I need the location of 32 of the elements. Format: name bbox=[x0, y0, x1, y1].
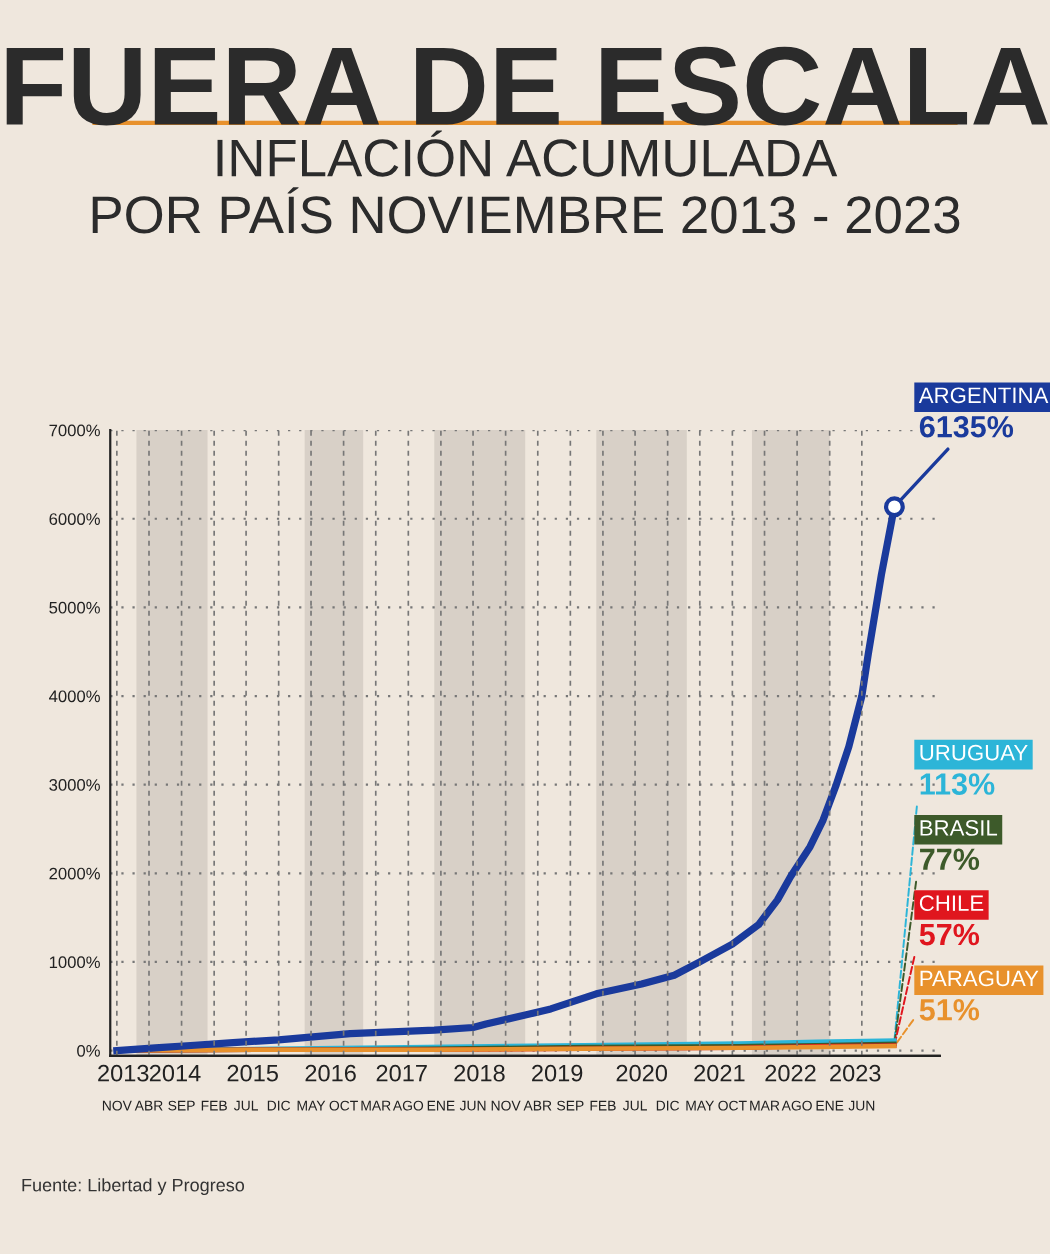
y-tick-label: 0% bbox=[77, 1044, 100, 1057]
y-tick-label: 5000% bbox=[49, 601, 100, 614]
annotation: 57% bbox=[919, 923, 980, 946]
x-tick-label: 2019 bbox=[532, 1064, 583, 1082]
chart-subtitle: INFLACIÓN ACUMULADA POR PAÍS NOVIEMBRE 2013 - 2023 bbox=[92, 130, 960, 234]
x-tick-label: 2018 bbox=[454, 1064, 505, 1082]
text: PARAGUAY bbox=[920, 970, 1039, 987]
y-tick-label: 2000% bbox=[49, 867, 100, 880]
text: BRASIL bbox=[920, 820, 998, 836]
y-tick-label: 4000% bbox=[49, 690, 100, 703]
chart-title: FUERA DE ESCALA bbox=[6, 46, 1048, 126]
text: CHILE bbox=[919, 895, 984, 912]
annotation: 6135% bbox=[919, 415, 1014, 438]
x-tick-label: 2023 bbox=[830, 1064, 881, 1082]
annotation: 51% bbox=[919, 999, 980, 1021]
y-tick-label: 1000% bbox=[49, 956, 100, 969]
y-tick-label: 6000% bbox=[49, 513, 100, 525]
x-tick-label: 2022 bbox=[765, 1064, 816, 1082]
annotation: 113% bbox=[920, 773, 995, 795]
x-tick-label: 2014 bbox=[149, 1064, 201, 1082]
annotation: 77% bbox=[920, 848, 980, 871]
y-tick-label: 7000% bbox=[49, 424, 100, 437]
y-tick-label: 3000% bbox=[49, 779, 100, 791]
x-tick-label: 2013 bbox=[98, 1064, 149, 1082]
x-tick-label: 2016 bbox=[305, 1064, 356, 1082]
text: ARGENTINA bbox=[918, 387, 1049, 404]
x-tick-label: 2017 bbox=[376, 1064, 427, 1082]
x-tick-label: 2015 bbox=[227, 1064, 278, 1082]
x-tick-label: 2021 bbox=[694, 1064, 745, 1082]
x-tick-label: 2020 bbox=[616, 1064, 668, 1082]
source-note: Fuente: Libertad y Progreso bbox=[22, 1178, 245, 1196]
text: URUGUAY bbox=[920, 744, 1028, 761]
